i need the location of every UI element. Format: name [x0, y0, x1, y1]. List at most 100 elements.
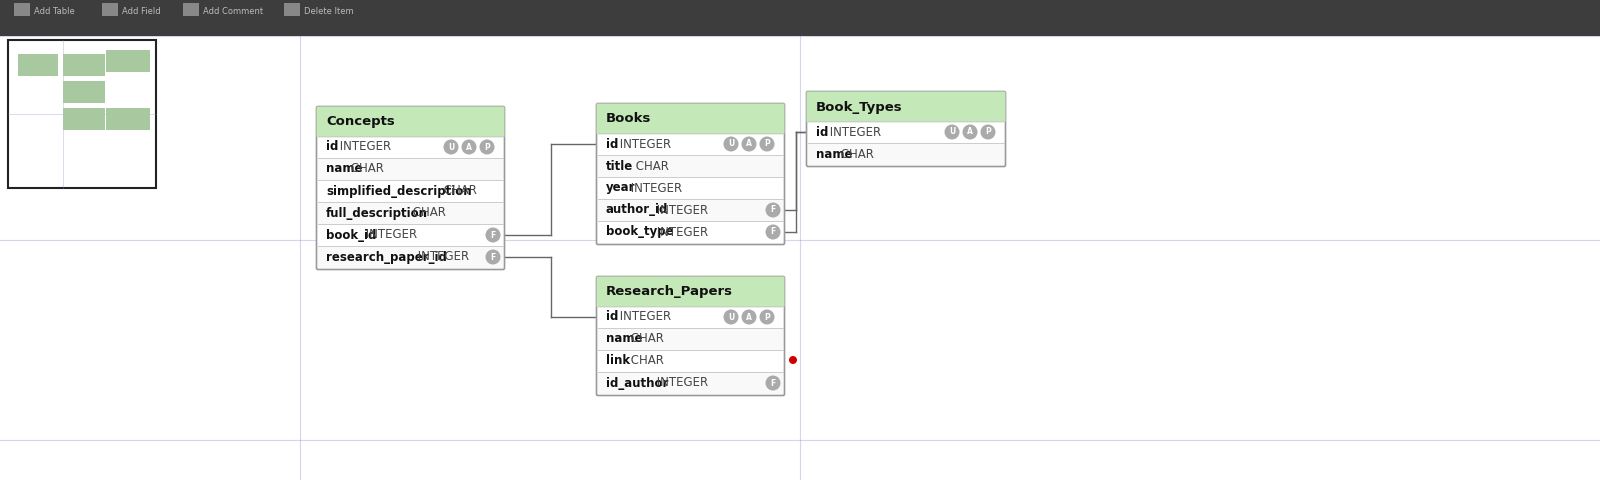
- Circle shape: [723, 136, 739, 152]
- Text: Books: Books: [606, 112, 651, 125]
- Text: INTEGER: INTEGER: [627, 181, 682, 194]
- Bar: [598, 306, 782, 328]
- Text: title: title: [606, 159, 634, 172]
- Text: CHAR: CHAR: [837, 147, 874, 160]
- Bar: [102, 3, 118, 16]
- Text: P: P: [485, 143, 490, 152]
- Circle shape: [480, 140, 494, 155]
- Text: CHAR: CHAR: [347, 163, 384, 176]
- Text: year: year: [606, 181, 635, 194]
- Text: full_description: full_description: [326, 206, 429, 219]
- Text: A: A: [746, 312, 752, 322]
- Circle shape: [760, 136, 774, 152]
- Circle shape: [981, 124, 995, 140]
- FancyBboxPatch shape: [806, 92, 1005, 122]
- Text: F: F: [770, 205, 776, 215]
- Text: P: P: [986, 128, 990, 136]
- Circle shape: [723, 310, 739, 324]
- Text: id_author: id_author: [606, 376, 669, 389]
- Bar: [598, 372, 782, 394]
- Text: CHAR: CHAR: [627, 355, 664, 368]
- Bar: [8, 40, 157, 188]
- Circle shape: [765, 225, 781, 240]
- Bar: [598, 133, 782, 155]
- Text: A: A: [746, 140, 752, 148]
- Text: P: P: [765, 312, 770, 322]
- Bar: [318, 246, 502, 268]
- Text: CHAR: CHAR: [632, 159, 669, 172]
- Bar: [285, 3, 301, 16]
- Circle shape: [765, 375, 781, 391]
- Bar: [598, 177, 782, 199]
- Bar: [318, 224, 502, 246]
- Text: CHAR: CHAR: [440, 184, 477, 197]
- Text: U: U: [728, 312, 734, 322]
- Text: id: id: [606, 311, 618, 324]
- Text: author_id: author_id: [606, 204, 669, 216]
- Text: INTEGER: INTEGER: [616, 311, 672, 324]
- Text: book_type: book_type: [606, 226, 674, 239]
- Text: INTEGER: INTEGER: [362, 228, 418, 241]
- Bar: [598, 199, 782, 221]
- Text: F: F: [490, 252, 496, 262]
- Text: F: F: [770, 228, 776, 237]
- Circle shape: [760, 310, 774, 324]
- Bar: [182, 3, 198, 16]
- Bar: [598, 221, 782, 243]
- Text: U: U: [728, 140, 734, 148]
- Text: CHAR: CHAR: [410, 206, 446, 219]
- Text: book_id: book_id: [326, 228, 376, 241]
- Circle shape: [443, 140, 459, 155]
- Circle shape: [789, 356, 797, 364]
- Text: A: A: [966, 128, 973, 136]
- Text: name: name: [816, 147, 853, 160]
- Bar: [106, 50, 150, 72]
- FancyBboxPatch shape: [597, 276, 784, 308]
- Bar: [808, 121, 1005, 143]
- Text: name: name: [326, 163, 363, 176]
- Text: INTEGER: INTEGER: [653, 376, 707, 389]
- FancyBboxPatch shape: [597, 104, 784, 244]
- Circle shape: [741, 310, 757, 324]
- Bar: [598, 302, 782, 306]
- Text: U: U: [448, 143, 454, 152]
- FancyBboxPatch shape: [597, 104, 784, 134]
- FancyBboxPatch shape: [806, 92, 1005, 167]
- Circle shape: [485, 228, 501, 242]
- Text: link: link: [606, 355, 630, 368]
- Text: INTEGER: INTEGER: [653, 226, 707, 239]
- Text: Book_Types: Book_Types: [816, 100, 902, 113]
- Bar: [598, 129, 782, 133]
- Bar: [318, 158, 502, 180]
- Text: id: id: [816, 125, 829, 139]
- Text: id: id: [606, 137, 618, 151]
- Circle shape: [461, 140, 477, 155]
- Bar: [18, 54, 58, 76]
- Bar: [808, 117, 1005, 121]
- Bar: [62, 54, 106, 76]
- Bar: [598, 155, 782, 177]
- Bar: [62, 108, 106, 130]
- Bar: [598, 328, 782, 350]
- Text: F: F: [490, 230, 496, 240]
- Text: Research_Papers: Research_Papers: [606, 286, 733, 299]
- Text: INTEGER: INTEGER: [414, 251, 469, 264]
- Bar: [14, 3, 30, 16]
- Text: P: P: [765, 140, 770, 148]
- Text: name: name: [606, 333, 643, 346]
- Bar: [318, 202, 502, 224]
- Text: id: id: [326, 141, 338, 154]
- Text: INTEGER: INTEGER: [616, 137, 672, 151]
- Bar: [318, 132, 502, 136]
- Text: U: U: [949, 128, 955, 136]
- Text: INTEGER: INTEGER: [826, 125, 882, 139]
- Circle shape: [485, 250, 501, 264]
- Bar: [106, 108, 150, 130]
- Bar: [318, 136, 502, 158]
- Circle shape: [944, 124, 960, 140]
- Text: research_paper_id: research_paper_id: [326, 251, 446, 264]
- Text: Add Comment: Add Comment: [203, 8, 262, 16]
- Text: INTEGER: INTEGER: [336, 141, 392, 154]
- FancyBboxPatch shape: [597, 276, 784, 396]
- Text: INTEGER: INTEGER: [653, 204, 707, 216]
